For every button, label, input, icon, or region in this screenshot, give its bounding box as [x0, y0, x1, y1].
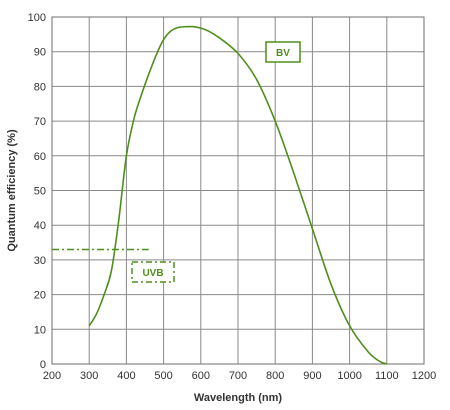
y-tick-label: 40 [34, 220, 46, 232]
x-tick-label: 900 [303, 370, 321, 382]
series-label-bv: BV [265, 41, 301, 63]
y-tick-label: 70 [34, 116, 46, 128]
y-tick-label: 20 [34, 290, 46, 302]
series-layer [52, 25, 388, 365]
y-tick-label: 90 [34, 47, 46, 59]
y-tick-label: 10 [34, 324, 46, 336]
x-tick-label: 600 [192, 370, 210, 382]
y-tick-label: 0 [40, 359, 46, 371]
x-tick-label: 700 [229, 370, 247, 382]
y-tick-label: 100 [28, 12, 46, 24]
x-tick-label: 500 [154, 370, 172, 382]
y-tick-label: 80 [34, 81, 46, 93]
x-axis-title: Wavelength (nm) [194, 392, 283, 404]
series-label-uvb: UVB [131, 261, 175, 283]
x-tick-label: 800 [266, 370, 284, 382]
x-tick-label: 1100 [375, 370, 399, 382]
tick-labels: 200 300 400 500 600 700 800 900 1000 1100 1200 0 10 2… [28, 12, 437, 382]
y-tick-label: 30 [34, 255, 46, 267]
series-labels: BV UVB [131, 41, 301, 283]
y-tick-label: 50 [34, 186, 46, 198]
series-label-text: UVB [142, 268, 163, 279]
x-tick-label: 400 [117, 370, 135, 382]
series-label-box [265, 41, 301, 63]
x-tick-label: 300 [80, 370, 98, 382]
y-tick-label: 60 [34, 151, 46, 163]
y-axis-title: Quantum efficiency (%) [6, 129, 18, 252]
series-line-bv [88, 25, 388, 365]
series-label-box [131, 261, 175, 283]
grid [51, 16, 425, 365]
plot-frame [51, 16, 425, 365]
x-tick-label: 1200 [412, 370, 436, 382]
x-tick-label: 1000 [337, 370, 361, 382]
series-label-text: BV [276, 48, 290, 59]
x-tick-label: 200 [43, 370, 61, 382]
